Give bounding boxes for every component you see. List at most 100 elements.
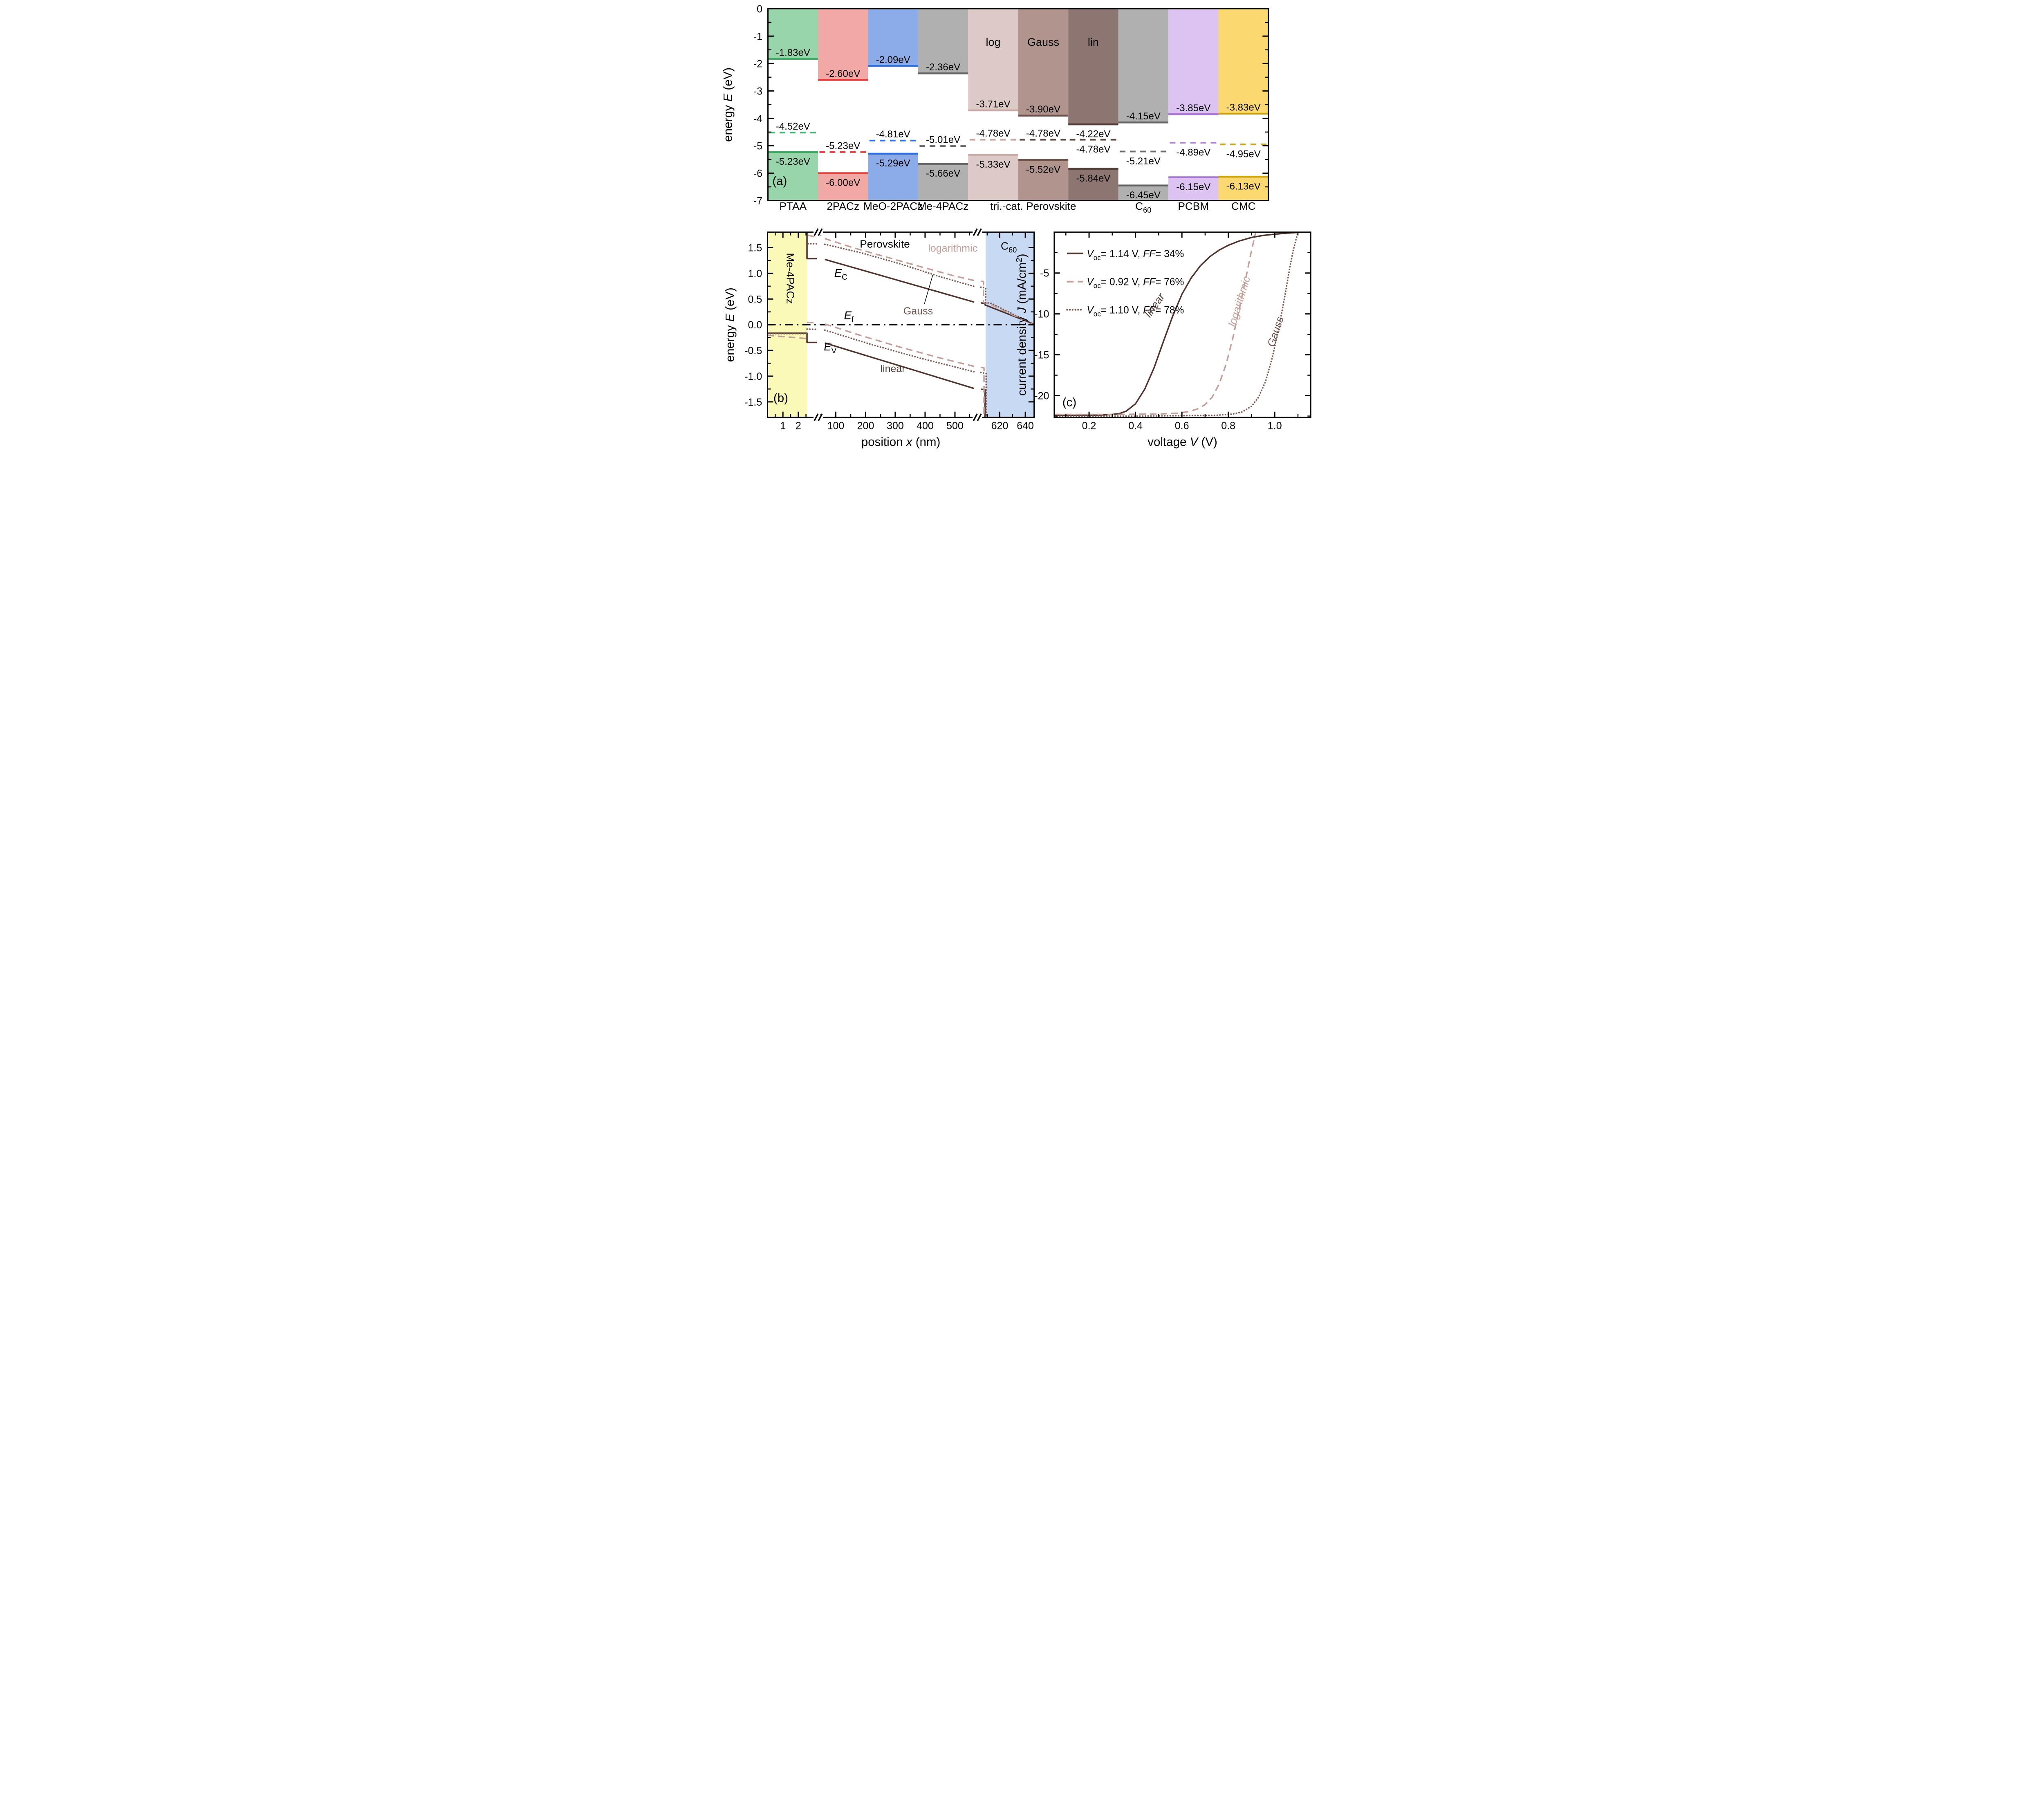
EV-logarithmic — [767, 334, 807, 339]
Me-4PACz-upper-fill — [918, 9, 968, 74]
x-tick-label: 100 — [827, 420, 844, 431]
axis-break-slash — [977, 413, 982, 421]
Me-4PACz-lower-fill — [918, 164, 968, 201]
curve-gauss: Gauss — [903, 305, 932, 317]
axis-break-slash — [973, 413, 978, 421]
C60-wf-value: -5.21eV — [1126, 156, 1160, 167]
PCBM-lower-fill — [1168, 177, 1218, 201]
x-axis-title: voltage V (V) — [1148, 435, 1217, 449]
x-tick-label: 1 — [780, 420, 786, 431]
panel-letter: (c) — [1062, 396, 1076, 409]
perovskite-log-upper-fill — [968, 9, 1018, 110]
EC-linear — [980, 302, 1034, 325]
x-tick-label: 640 — [1017, 420, 1034, 431]
gauss-pointer-line — [923, 274, 933, 305]
perovskite-log-vb-value: -5.33eV — [976, 159, 1010, 170]
CMC-lower-fill — [1218, 177, 1269, 201]
PCBM-wf-value: -4.89eV — [1176, 147, 1210, 158]
perovskite-lin-lower-fill — [1068, 168, 1118, 201]
MeO-2PACz-wf-value: -4.81eV — [876, 129, 910, 140]
y-tick-label: -5 — [1040, 268, 1049, 279]
y-axis-title: energy E (eV) — [723, 287, 737, 362]
PTAA-lower-fill — [768, 152, 818, 201]
group-axis-label: tri.-cat. Perovskite — [990, 200, 1076, 212]
y-tick-label: -2 — [753, 58, 762, 70]
2PACz-vb-value: -6.00eV — [826, 177, 860, 189]
x-axis-title: position x (nm) — [861, 435, 940, 449]
axis-break-slash — [817, 413, 823, 421]
PTAA-upper-fill — [768, 9, 818, 59]
EV-linear — [980, 388, 986, 417]
axis-break-slash — [813, 413, 819, 421]
axis-break-slash — [813, 228, 819, 236]
panel-letter: (a) — [772, 175, 787, 188]
ev-label: EV — [824, 340, 836, 355]
EC-logarithmic — [824, 238, 974, 281]
PTAA-cb-value: -1.83eV — [775, 47, 810, 58]
x-tick-label: 0.8 — [1221, 420, 1235, 431]
legend-linear-text: Voc= 1.14 V, FF= 34% — [1087, 249, 1184, 262]
region-perovskite: Perovskite — [860, 238, 910, 250]
region-me4pacz: Me-4PACz — [784, 253, 796, 304]
perovskite-gauss-top-label: Gauss — [1027, 36, 1059, 48]
EV-gauss — [806, 328, 818, 330]
perovskite-lin-wf-value: -4.78eV — [1076, 144, 1110, 155]
y-tick-label: -10 — [1034, 309, 1049, 320]
MeO-2PACz-lower-fill — [867, 153, 918, 201]
CMC-wf-value: -4.95eV — [1226, 148, 1260, 159]
curve-logarithmic: logarithmic — [1226, 275, 1253, 328]
EC-logarithmic — [980, 281, 1034, 326]
panel-c-jv-curves: -5 -10 -15 -20 0.2 0.4 0.6 0.8 1.0 Voc= 1.14 V, F… — [1014, 231, 1311, 449]
2PACz-lower-fill — [818, 173, 868, 201]
EV-logarithmic — [807, 321, 817, 323]
y-tick-label: -0.5 — [744, 345, 762, 357]
curve-gauss: Gauss — [1264, 315, 1286, 348]
MeO-2PACz-upper-fill — [867, 9, 918, 66]
y-tick-label: 0.0 — [748, 319, 762, 331]
2PACz-axis-label: 2PACz — [827, 200, 859, 212]
x-tick-label: 200 — [857, 420, 874, 431]
PCBM-axis-label: PCBM — [1178, 200, 1209, 212]
y-tick-label: -4 — [753, 113, 762, 124]
perovskite-log-cb-value: -3.71eV — [976, 99, 1010, 110]
C60-cb-value: -4.15eV — [1126, 111, 1160, 122]
PCBM-vb-value: -6.15eV — [1176, 182, 1210, 193]
MeO-2PACz-axis-label: MeO-2PACz — [863, 200, 922, 212]
y-tick-label: -3 — [753, 85, 762, 97]
x-tick-label: 0.6 — [1174, 420, 1189, 431]
Me-4PACz-wf-value: -5.01eV — [926, 135, 960, 146]
figure-svg: -1.83eV -4.52eV -5.23eV PTAA -2.60eV -5.23eV -… — [720, 0, 1324, 455]
y-axis-title: energy E (eV) — [721, 67, 735, 142]
curve-linear: linear — [880, 363, 905, 375]
PTAA-axis-label: PTAA — [779, 200, 807, 212]
EV-logarithmic — [980, 366, 985, 417]
x-tick-label: 0.4 — [1128, 420, 1143, 431]
x-tick-label: 0.2 — [1082, 420, 1096, 431]
C60-vb-value: -6.45eV — [1126, 190, 1160, 201]
Me-4PACz-axis-label: Me-4PACz — [917, 200, 968, 212]
y-tick-label: 1.5 — [748, 242, 762, 254]
jv-gauss — [1054, 232, 1299, 417]
C60-upper-fill — [1118, 9, 1168, 123]
y-tick-label: -5 — [753, 140, 762, 152]
y-tick-label: -6 — [753, 168, 762, 179]
perovskite-gauss-vb-value: -5.52eV — [1026, 164, 1060, 175]
MeO-2PACz-vb-value: -5.29eV — [876, 158, 910, 169]
PCBM-cb-value: -3.85eV — [1176, 103, 1210, 114]
2PACz-wf-value: -5.23eV — [826, 140, 860, 151]
panel-b-band-diagram: 1.5 1.0 0.5 0.0 -0.5 -1.0 -1.5 1 2 100 200 300 400 50… — [723, 228, 1035, 449]
x-tick-label: 400 — [917, 420, 934, 431]
ec-label: EC — [834, 267, 847, 282]
CMC-vb-value: -6.13eV — [1226, 181, 1260, 192]
perovskite-log-wf-value: -4.78eV — [976, 128, 1010, 139]
CMC-axis-label: CMC — [1231, 200, 1255, 212]
perovskite-lin-upper-fill — [1068, 9, 1118, 125]
panel-a-energy-levels: -1.83eV -4.52eV -5.23eV PTAA -2.60eV -5.23eV -… — [721, 3, 1269, 214]
CMC-upper-fill — [1218, 9, 1269, 114]
x-tick-label: 300 — [887, 420, 904, 431]
perovskite-gauss-cb-value: -3.90eV — [1026, 104, 1060, 115]
ef-label: Ef — [844, 309, 854, 324]
C60-lower-fill — [1118, 185, 1168, 201]
region-c60: C60 — [1000, 240, 1016, 254]
y-tick-label: -1.0 — [744, 371, 762, 382]
